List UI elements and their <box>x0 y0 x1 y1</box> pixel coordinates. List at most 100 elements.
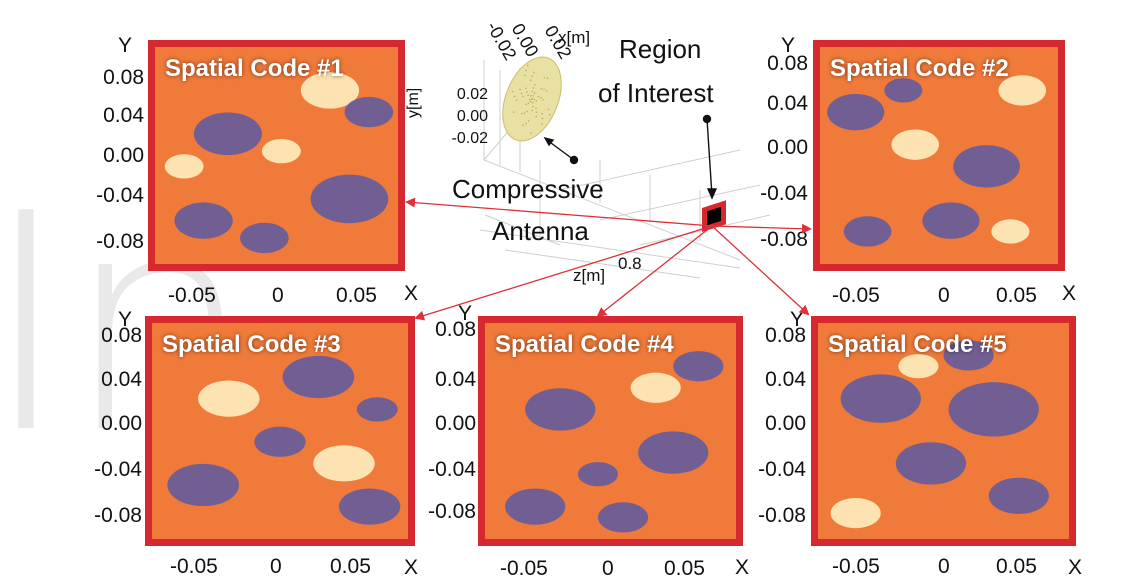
field-low-region <box>344 96 394 128</box>
field-high-region <box>300 72 360 109</box>
field-map <box>164 72 394 254</box>
field-high-region <box>313 445 375 482</box>
field-high-region <box>991 219 1030 244</box>
panel-1-x-tick: 0 <box>272 284 284 307</box>
field-low-region <box>827 93 885 131</box>
field-low-region <box>282 355 355 399</box>
field-low-region <box>505 488 566 525</box>
panel-5-x-tick: -0.05 <box>832 555 880 578</box>
panel-5-y-label: Y <box>790 308 805 331</box>
field-high-region <box>630 372 681 403</box>
panel-1-y-tick: 0.00 <box>103 144 144 167</box>
panel-2-x-tick: -0.05 <box>832 284 880 307</box>
panel-5-x-tick: 0.05 <box>996 555 1037 578</box>
arrow-to-code-4 <box>596 225 713 318</box>
panel-3-y-tick: 0.08 <box>101 324 142 347</box>
panel-4-x-tick: 0.05 <box>664 557 705 580</box>
y-axis-label: y[m] <box>405 87 422 118</box>
x-axis-label: x[m] <box>558 28 591 47</box>
panel-1-x-label: X <box>404 282 419 305</box>
panel-1-y-tick: 0.04 <box>103 104 144 127</box>
panel-5-y-tick: 0.08 <box>765 324 806 347</box>
field-low-region <box>310 174 389 224</box>
panel-1-y-tick: -0.04 <box>96 184 144 207</box>
field-high-region <box>164 154 204 179</box>
field-low-region <box>597 502 649 533</box>
field-high-region <box>198 380 260 417</box>
panel-4-y-tick: 0.08 <box>435 318 476 341</box>
panel-3-y-tick: 0.00 <box>101 412 142 435</box>
panel-5-x-label: X <box>1068 556 1083 579</box>
panel-4-y-tick: -0.08 <box>428 500 476 523</box>
panel-title: Spatial Code #3 <box>162 331 341 358</box>
z-axis-label: z[m] <box>573 266 606 285</box>
field-low-region <box>953 145 1020 188</box>
field-map <box>827 75 1047 247</box>
field-low-region <box>525 388 596 431</box>
field-map <box>505 351 724 533</box>
panel-3-y-tick: 0.04 <box>101 368 142 391</box>
field-low-region <box>356 397 398 422</box>
panel-4-y-label: Y <box>458 302 473 325</box>
field-low-region <box>840 374 921 423</box>
field-high-region <box>261 139 301 164</box>
panel-title: Spatial Code #5 <box>828 331 1007 358</box>
y-tick-1: 0.02 <box>456 86 488 103</box>
panel-2-y-label: Y <box>781 34 796 57</box>
panel-2-x-tick: 0.05 <box>996 284 1037 307</box>
field-map <box>167 355 401 525</box>
panel-title: Spatial Code #2 <box>830 55 1009 82</box>
region-of-interest-marker <box>702 200 726 232</box>
y-tick-2: 0.00 <box>456 108 488 125</box>
field-low-region <box>843 216 892 247</box>
field-low-region <box>638 431 709 474</box>
panel-2-x-label: X <box>1062 282 1077 305</box>
panel-2-y-tick: 0.04 <box>767 92 808 115</box>
field-low-region <box>895 442 967 485</box>
field-low-region <box>167 463 240 507</box>
panel-2-y-tick: 0.08 <box>767 52 808 75</box>
panel-1-x-tick: -0.05 <box>168 284 216 307</box>
compressive-label-line2: Antenna <box>492 216 589 246</box>
panel-2-x-tick: 0 <box>938 284 950 307</box>
field-low-region <box>240 222 289 254</box>
panel-1-y-tick: 0.08 <box>103 66 144 89</box>
spatial-code-panel-5: Spatial Code #5 <box>811 316 1076 546</box>
panel-3-y-label: Y <box>118 308 133 331</box>
field-low-region <box>988 477 1049 514</box>
y-tick-3: -0.02 <box>451 130 488 147</box>
panel-3-x-label: X <box>404 556 419 579</box>
panel-5-y-tick: -0.04 <box>758 458 806 481</box>
spatial-code-panel-3: Spatial Code #3 <box>145 316 415 546</box>
region-label-line1: Region <box>619 34 702 64</box>
spatial-code-panel-2: Spatial Code #2 <box>813 40 1065 271</box>
z-tick: 0.8 <box>618 254 642 273</box>
panel-3-x-tick: 0.05 <box>330 555 371 578</box>
panel-4-y-tick: -0.04 <box>428 458 476 481</box>
panel-1-x-tick: 0.05 <box>336 284 377 307</box>
panel-title: Spatial Code #1 <box>165 55 344 82</box>
spatial-code-panel-4: Spatial Code #4 <box>478 316 743 546</box>
field-low-region <box>577 462 619 487</box>
panel-4-x-tick: 0 <box>602 557 614 580</box>
panel-3-y-tick: -0.08 <box>94 504 142 527</box>
field-low-region <box>943 340 994 371</box>
panel-4-x-tick: -0.05 <box>500 557 548 580</box>
panel-4-y-tick: 0.00 <box>435 412 476 435</box>
region-label-line2: of Interest <box>598 78 714 108</box>
field-high-region <box>830 497 881 529</box>
field-low-region <box>338 488 401 525</box>
panel-2-y-tick: -0.08 <box>760 228 808 251</box>
field-low-region <box>948 382 1039 437</box>
panel-2-y-tick: -0.04 <box>760 182 808 205</box>
field-map <box>830 340 1049 529</box>
panel-3-y-tick: -0.04 <box>94 458 142 481</box>
field-high-region <box>998 75 1047 106</box>
field-low-region <box>922 202 980 239</box>
panel-5-x-tick: 0 <box>938 555 950 578</box>
panel-5-y-tick: -0.08 <box>758 504 806 527</box>
panel-2-y-tick: 0.00 <box>767 136 808 159</box>
field-low-region <box>174 202 233 239</box>
panel-1-y-label: Y <box>118 34 133 57</box>
antenna-aperture <box>502 56 562 142</box>
